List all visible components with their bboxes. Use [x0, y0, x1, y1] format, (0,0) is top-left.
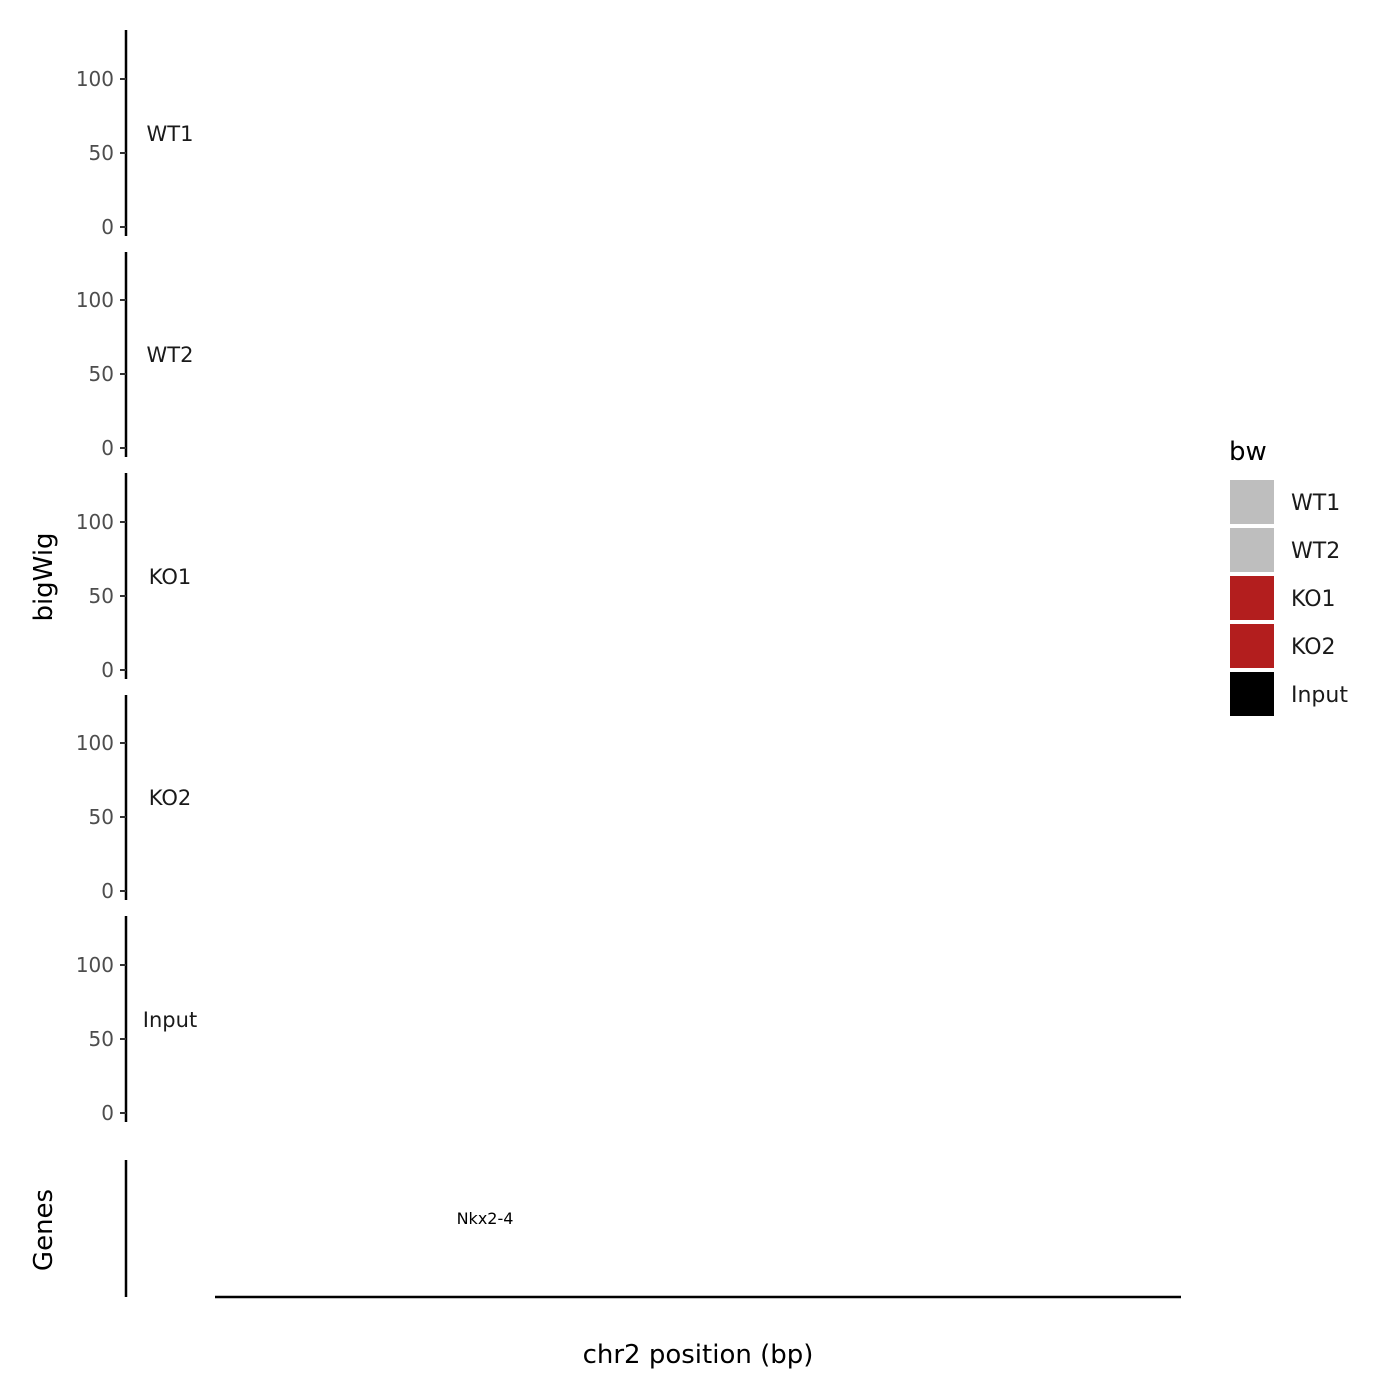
genes-axis-title: Genes [29, 1189, 59, 1271]
track-label: WT1 [147, 122, 194, 146]
y-tick-label: 0 [101, 658, 114, 682]
legend-label-ko1: KO1 [1291, 587, 1336, 612]
track-label: KO2 [149, 786, 192, 810]
y-tick-label: 0 [101, 215, 114, 239]
legend-label-wt2: WT2 [1291, 539, 1340, 564]
y-tick-label: 100 [76, 953, 114, 977]
legend: bw WT1 WT2 KO1 KO2 Input [1229, 437, 1348, 716]
x-axis-title: chr2 position (bp) [583, 1340, 814, 1370]
legend-label-ko2: KO2 [1291, 635, 1336, 660]
legend-swatch-wt1 [1230, 480, 1274, 524]
y-tick-label: 100 [76, 288, 114, 312]
legend-title: bw [1229, 437, 1267, 467]
y-tick-label: 50 [89, 141, 114, 165]
legend-swatch-ko1 [1230, 576, 1274, 620]
legend-swatch-wt2 [1230, 528, 1274, 572]
y-tick-label: 0 [101, 879, 114, 903]
genes-panel: Nkx2-4 [124, 1160, 514, 1297]
y-axis-title: bigWig [29, 532, 59, 621]
y-tick-label: 0 [101, 436, 114, 460]
track-input: 0 50 100 Input [76, 916, 197, 1125]
y-tick-label: 50 [89, 1027, 114, 1051]
y-tick-label: 100 [76, 67, 114, 91]
legend-label-input: Input [1291, 683, 1348, 708]
y-tick-label: 50 [89, 584, 114, 608]
legend-swatch-input [1230, 672, 1274, 716]
track-label: Input [143, 1008, 197, 1032]
track-wt2: 0 50 100 WT2 [76, 252, 194, 460]
track-ko2: 0 50 100 KO2 [76, 695, 192, 903]
legend-label-wt1: WT1 [1291, 491, 1340, 516]
x-axis: 147084000147085000147086000147087000 [215, 1295, 1181, 1299]
y-tick-label: 100 [76, 510, 114, 534]
track-ko1: 0 50 100 KO1 [76, 473, 192, 682]
y-tick-label: 100 [76, 731, 114, 755]
track-label: KO1 [149, 565, 192, 589]
track-label: WT2 [147, 343, 194, 367]
legend-swatch-ko2 [1230, 624, 1274, 668]
gene-label: Nkx2-4 [457, 1209, 514, 1228]
y-tick-label: 50 [89, 805, 114, 829]
track-wt1: 0 50 100 WT1 [76, 30, 194, 239]
y-tick-label: 50 [89, 362, 114, 386]
signal-tracks: 0 50 100 WT1 0 50 100 WT2 0 50 100 KO1 0 50 100 KO2 0 50 1… [76, 30, 197, 1125]
y-tick-label: 0 [101, 1101, 114, 1125]
